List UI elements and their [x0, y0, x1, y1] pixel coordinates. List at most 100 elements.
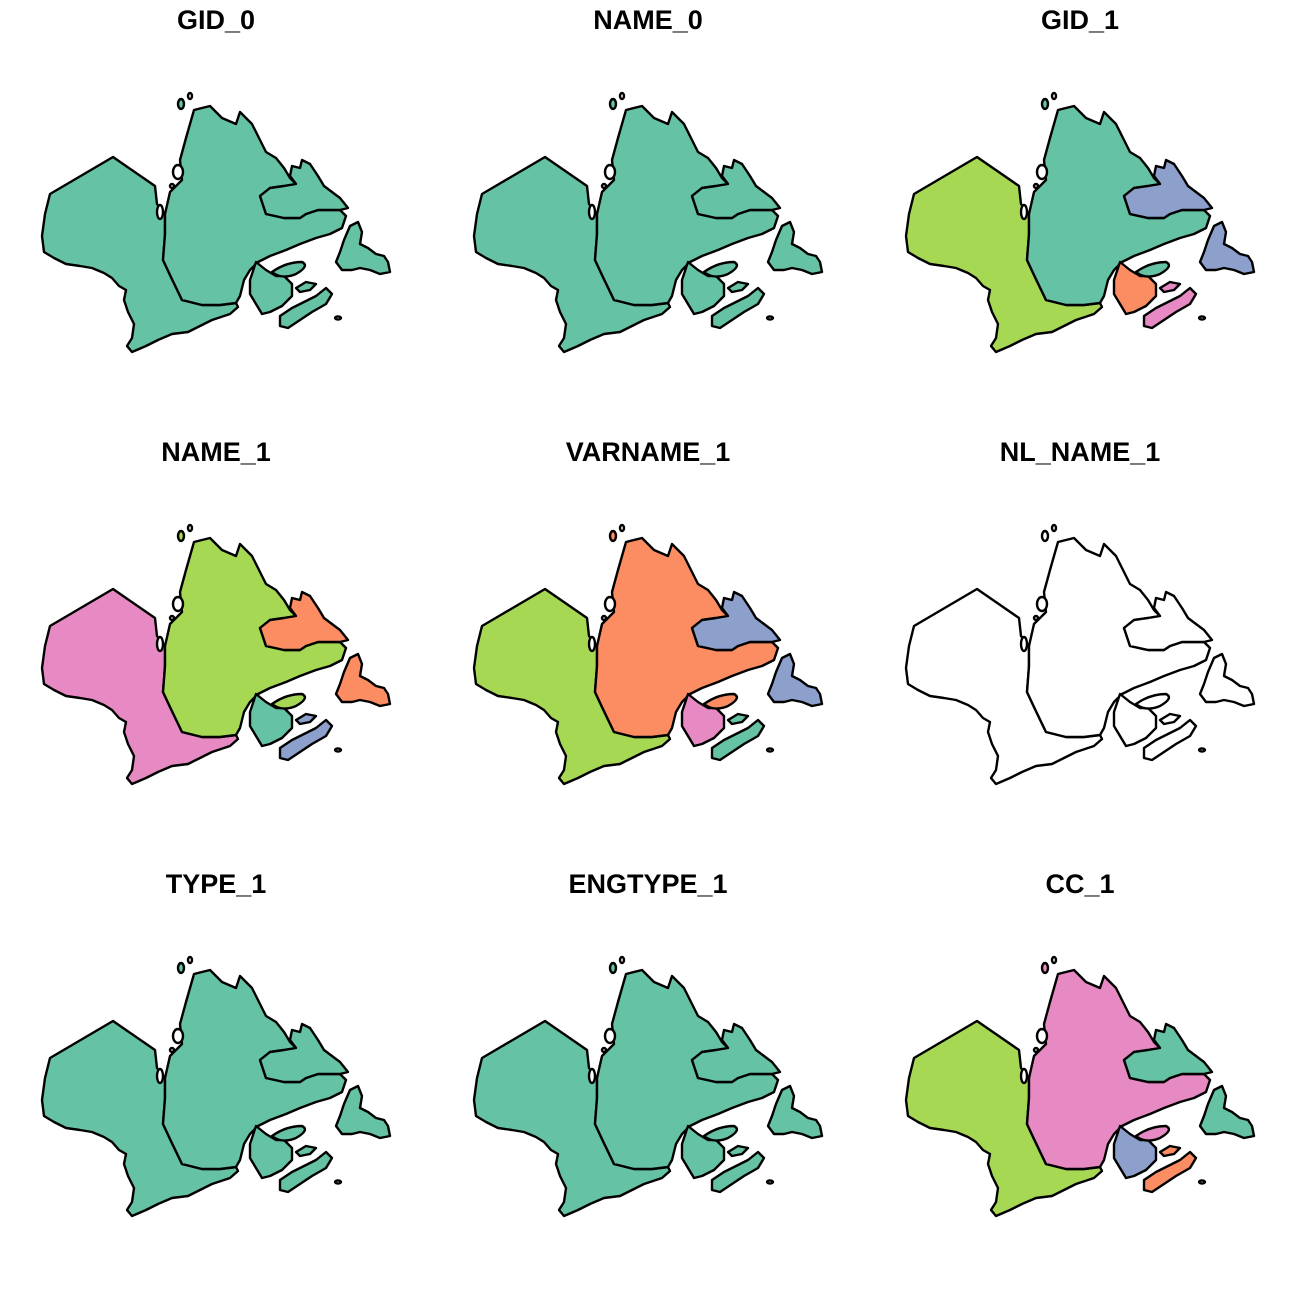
- island-shape: [765, 315, 775, 321]
- region-newfoundland: [1198, 1084, 1256, 1140]
- choropleth-map: [904, 955, 1256, 1218]
- island-shape: [168, 614, 176, 622]
- region-nova-scotia: [278, 1150, 334, 1194]
- region-labrador: [690, 1022, 782, 1084]
- island-shape: [1197, 747, 1207, 753]
- island-shape: [1050, 523, 1058, 533]
- region-pei: [1158, 712, 1182, 726]
- map-panel-nl-name-1: NL_NAME_1: [864, 432, 1296, 864]
- region-new-brunswick: [248, 692, 294, 748]
- region-new-brunswick: [248, 1124, 294, 1180]
- island-shape: [186, 91, 194, 101]
- island-shape: [1035, 1027, 1049, 1045]
- region-new-brunswick: [1112, 692, 1158, 748]
- region-pei: [726, 1144, 750, 1158]
- island-shape: [587, 203, 597, 221]
- region-newfoundland: [334, 652, 392, 708]
- region-labrador: [1122, 158, 1214, 220]
- region-newfoundland: [334, 1084, 392, 1140]
- region-labrador: [258, 1022, 350, 1084]
- island-shape: [618, 955, 626, 965]
- island-shape: [1035, 163, 1049, 181]
- panel-title: CC_1: [1045, 869, 1115, 899]
- region-nova-scotia: [1142, 286, 1198, 330]
- island-shape: [1197, 1179, 1207, 1185]
- island-shape: [603, 163, 617, 181]
- island-shape: [1019, 203, 1029, 221]
- region-new-brunswick: [1112, 260, 1158, 316]
- island-shape: [155, 635, 165, 653]
- island-shape: [618, 523, 626, 533]
- panel-title: NAME_1: [161, 437, 271, 467]
- region-anticosti: [1134, 692, 1171, 710]
- island-shape: [155, 1067, 165, 1085]
- island-shape: [1197, 315, 1207, 321]
- region-anticosti: [702, 260, 739, 278]
- region-anticosti: [702, 692, 739, 710]
- region-labrador: [258, 590, 350, 652]
- island-shape: [333, 1179, 343, 1185]
- region-newfoundland: [766, 220, 824, 276]
- region-nova-scotia: [710, 286, 766, 330]
- region-labrador: [690, 158, 782, 220]
- island-shape: [587, 635, 597, 653]
- island-shape: [608, 97, 618, 111]
- island-shape: [186, 523, 194, 533]
- island-shape: [186, 955, 194, 965]
- region-nova-scotia: [278, 718, 334, 762]
- island-shape: [1019, 1067, 1029, 1085]
- region-newfoundland: [766, 652, 824, 708]
- panel-title: GID_0: [176, 5, 256, 35]
- region-anticosti: [1134, 1124, 1171, 1142]
- island-shape: [765, 1179, 775, 1185]
- choropleth-map: [472, 955, 824, 1218]
- region-labrador: [258, 158, 350, 220]
- region-newfoundland: [334, 220, 392, 276]
- choropleth-map: [472, 523, 824, 786]
- island-shape: [603, 1027, 617, 1045]
- island-shape: [1040, 529, 1050, 543]
- region-labrador: [1122, 1022, 1214, 1084]
- island-shape: [1035, 595, 1049, 613]
- region-new-brunswick: [680, 1124, 726, 1180]
- region-anticosti: [270, 260, 307, 278]
- region-nova-scotia: [1142, 718, 1198, 762]
- island-shape: [618, 91, 626, 101]
- region-new-brunswick: [680, 692, 726, 748]
- choropleth-map: [40, 955, 392, 1218]
- island-shape: [600, 614, 608, 622]
- island-shape: [1050, 91, 1058, 101]
- island-shape: [171, 163, 185, 181]
- island-shape: [155, 203, 165, 221]
- panel-title: GID_1: [1040, 5, 1120, 35]
- region-nova-scotia: [1142, 1150, 1198, 1194]
- map-panel-gid-0: GID_0: [0, 0, 432, 432]
- region-labrador: [1122, 590, 1214, 652]
- island-shape: [1032, 1046, 1040, 1054]
- region-anticosti: [270, 692, 307, 710]
- island-shape: [600, 182, 608, 190]
- island-shape: [1032, 182, 1040, 190]
- region-newfoundland: [766, 1084, 824, 1140]
- island-shape: [1040, 97, 1050, 111]
- choropleth-map: [472, 91, 824, 354]
- island-shape: [168, 182, 176, 190]
- region-labrador: [690, 590, 782, 652]
- island-shape: [171, 1027, 185, 1045]
- region-anticosti: [270, 1124, 307, 1142]
- map-panel-gid-1: GID_1: [864, 0, 1296, 432]
- island-shape: [176, 529, 186, 543]
- island-shape: [600, 1046, 608, 1054]
- region-new-brunswick: [680, 260, 726, 316]
- choropleth-map: [904, 523, 1256, 786]
- region-pei: [294, 280, 318, 294]
- region-pei: [1158, 1144, 1182, 1158]
- panel-title: NAME_0: [593, 5, 703, 35]
- island-shape: [1019, 635, 1029, 653]
- island-shape: [765, 747, 775, 753]
- island-shape: [176, 961, 186, 975]
- island-shape: [603, 595, 617, 613]
- panel-title: VARNAME_1: [565, 437, 731, 467]
- panel-title: ENGTYPE_1: [568, 869, 728, 899]
